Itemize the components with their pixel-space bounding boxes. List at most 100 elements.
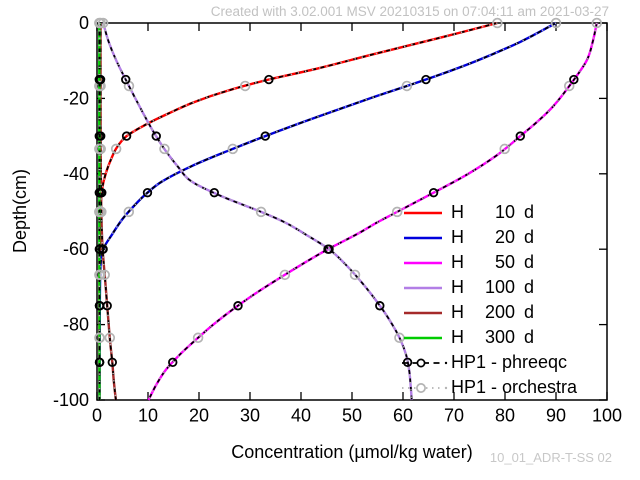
legend-time: 20 — [494, 227, 515, 247]
legend-unit: d — [524, 302, 535, 322]
orchestra-marker — [94, 143, 105, 155]
phreeqc-marker — [107, 357, 117, 367]
legend: H 10 d H 20 d H 50 d H 100 d H 200 d H 300 d HP1 - phreeqc… — [402, 200, 577, 400]
creation-stamp: Created with 3.02.001 MSV 20210315 on 07… — [210, 4, 609, 19]
legend-item-h-20-d: H 20 d — [402, 225, 577, 250]
orchestra-marker — [239, 80, 251, 92]
legend-label-hp1-phreeqc: HP1 - phreeqc — [451, 352, 568, 372]
y-tick-label: -80 — [63, 315, 89, 335]
orchestra-marker — [401, 80, 413, 92]
legend-item-h-10-d: H 10 d — [402, 200, 577, 225]
legend-marker-dot-orchestra — [444, 386, 448, 389]
phreeqc-marker — [94, 357, 105, 367]
legend-time: 200 — [484, 302, 515, 322]
orchestra-marker — [255, 206, 267, 218]
x-tick-label: 80 — [495, 406, 515, 426]
legend-species: H — [451, 227, 464, 247]
y-tick-label: -40 — [63, 164, 89, 184]
legend-item-h-200-d: H 200 d — [402, 300, 577, 325]
x-tick-label: 70 — [444, 406, 464, 426]
phreeqc-marker — [168, 357, 178, 367]
x-axis-title: Concentration (µmol/kg water) — [231, 442, 473, 462]
phreeqc-marker — [142, 187, 153, 198]
phreeqc-marker — [421, 74, 431, 85]
legend-species: H — [451, 302, 464, 322]
phreeqc-marker — [94, 301, 105, 311]
legend-item-h-300-d: H 300 d — [402, 325, 577, 350]
y-tick-label: -20 — [63, 88, 89, 108]
orchestra-marker — [159, 143, 170, 155]
phreeqc-marker — [97, 244, 108, 254]
legend-item-h-50-d: H 50 d — [402, 250, 577, 275]
orchestra-marker — [94, 80, 105, 92]
legend-label-h-50-d: H 50 d — [451, 252, 534, 273]
corner-watermark: 10_01_ADR-T-SS 02 — [489, 450, 612, 465]
orchestra-marker — [550, 17, 562, 29]
phreeqc-marker — [233, 301, 243, 311]
orchestra-marker — [94, 206, 105, 218]
x-tick-label: 90 — [546, 406, 566, 426]
legend-label-h-300-d: H 300 d — [451, 327, 534, 348]
orchestra-marker — [492, 17, 503, 29]
orchestra-marker — [110, 143, 122, 155]
legend-unit: d — [524, 327, 535, 347]
legend-label-h-20-d: H 20 d — [451, 227, 534, 248]
y-tick-label: -60 — [63, 239, 89, 259]
legend-item-hp1-phreeqc: HP1 - phreeqc — [402, 350, 577, 375]
legend-marker-dot-phreeqc — [444, 361, 448, 364]
legend-species: H — [451, 327, 464, 347]
orchestra-marker — [104, 332, 116, 344]
phreeqc-marker — [260, 131, 270, 141]
x-tick-label: 100 — [592, 406, 622, 426]
orchestra-marker — [394, 332, 405, 344]
legend-swatch-h-10-d — [404, 211, 442, 214]
legend-swatch-hp1-phreeqc — [402, 358, 448, 367]
phreeqc-marker — [375, 301, 385, 311]
phreeqc-marker — [94, 187, 104, 198]
phreeqc-marker — [121, 74, 131, 85]
phreeqc-marker — [209, 187, 219, 198]
legend-species: H — [451, 277, 464, 297]
legend-swatch-h-20-d — [404, 236, 442, 239]
orchestra-marker — [349, 269, 361, 281]
phreeqc-marker — [264, 74, 274, 85]
phreeqc-marker — [428, 187, 439, 198]
orchestra-marker — [499, 143, 510, 155]
phreeqc-marker — [94, 244, 105, 254]
legend-time: 300 — [484, 327, 515, 347]
orchestra-marker — [192, 332, 204, 344]
legend-species: H — [451, 252, 464, 272]
phreeqc-marker — [94, 131, 104, 141]
phreeqc-marker — [121, 131, 132, 141]
x-tick-label: 50 — [342, 406, 362, 426]
phreeqc-marker — [151, 131, 161, 141]
x-tick-label: 60 — [393, 406, 413, 426]
legend-marker-circle-orchestra — [416, 382, 426, 393]
x-tick-label: 10 — [138, 406, 158, 426]
legend-time: 50 — [494, 252, 515, 272]
orchestra-marker — [227, 143, 239, 155]
legend-unit: d — [524, 277, 535, 297]
phreeqc-marker — [515, 131, 525, 141]
x-tick-label: 30 — [240, 406, 260, 426]
legend-swatch-h-300-d — [404, 336, 442, 339]
orchestra-marker — [563, 80, 575, 92]
orchestra-marker — [391, 206, 403, 218]
legend-unit: d — [524, 202, 535, 222]
orchestra-marker — [99, 269, 110, 281]
orchestra-marker — [123, 206, 135, 218]
x-tick-label: 40 — [291, 406, 311, 426]
orchestra-marker — [279, 269, 291, 281]
y-axis-title: Depth(cm) — [10, 169, 30, 254]
legend-swatch-h-100-d — [404, 286, 442, 289]
legend-unit: d — [524, 252, 535, 272]
legend-label-hp1-orchestra: HP1 - orchestra — [451, 377, 578, 397]
phreeqc-marker — [324, 244, 334, 254]
legend-label-h-10-d: H 10 d — [451, 202, 534, 223]
legend-time: 10 — [494, 202, 515, 222]
y-tick-label: 0 — [79, 13, 89, 33]
legend-label-h-200-d: H 200 d — [451, 302, 534, 323]
orchestra-marker — [94, 269, 105, 281]
